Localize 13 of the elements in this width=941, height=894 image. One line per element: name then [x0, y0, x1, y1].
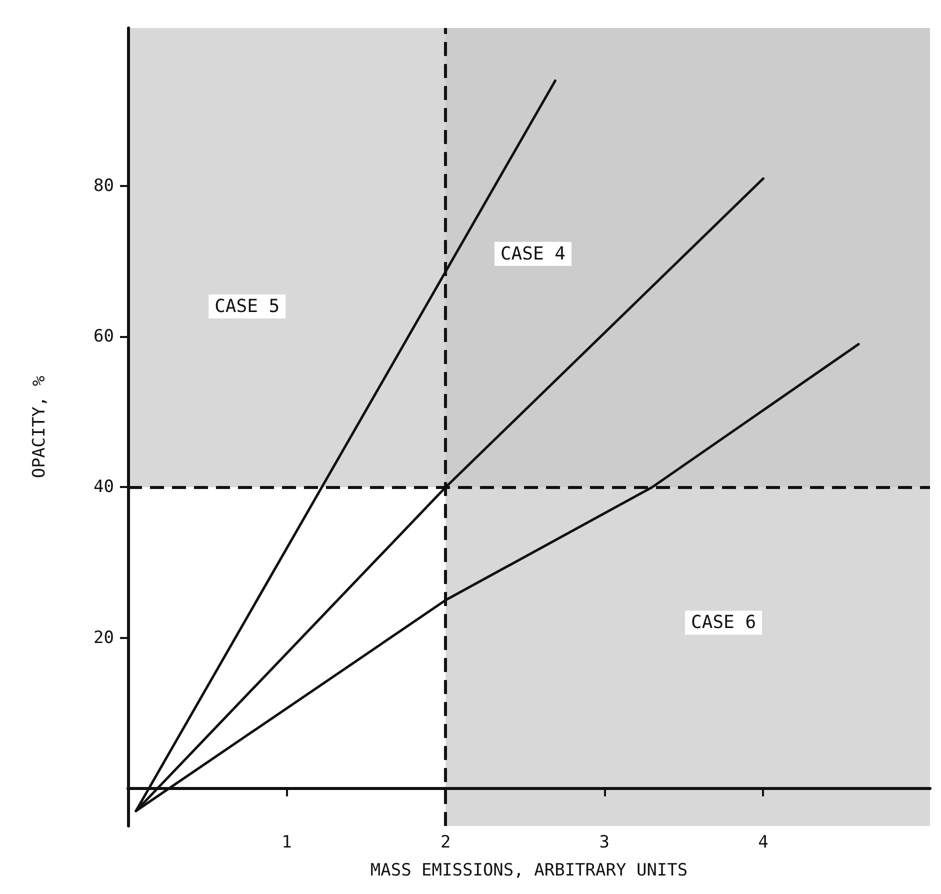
y-tick-label: 60 [94, 326, 114, 347]
y-axis-title: OPACITY, % [30, 376, 50, 478]
x-tick-label: 2 [440, 832, 451, 852]
annotation: CASE 5 [214, 296, 280, 318]
x-tick-label: 3 [599, 832, 610, 852]
y-tick-label: 20 [94, 628, 114, 648]
annotation: CASE 4 [500, 243, 566, 264]
x-tick-label: 4 [758, 832, 768, 852]
annotation: CASE 6 [691, 612, 756, 634]
y-tick-label: 40 [94, 477, 114, 498]
x-tick-label: 1 [282, 832, 292, 852]
x-axis-title: MASS EMISSIONS, ARBITRARY UNITS [370, 860, 688, 880]
y-tick-label: 80 [94, 176, 114, 196]
